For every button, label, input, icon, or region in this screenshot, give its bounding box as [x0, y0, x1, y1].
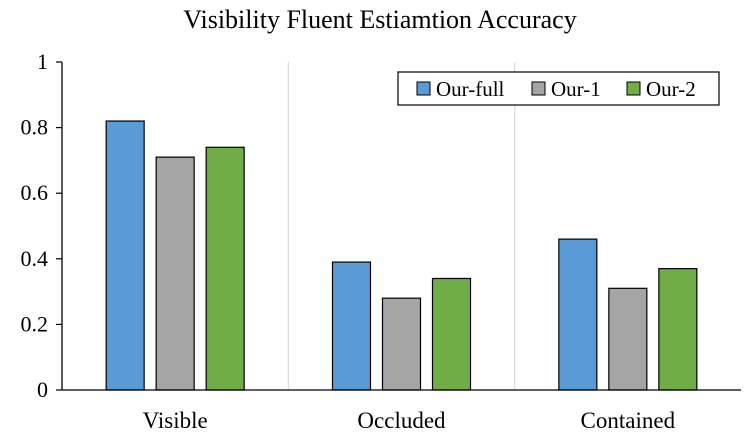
bar-our-1-contained — [608, 287, 648, 391]
bars — [105, 120, 698, 391]
y-tick-labels: 0 0.2 0.4 0.6 0.8 1 — [21, 49, 49, 402]
legend-label-our-full: Our-full — [436, 77, 505, 101]
bar-our-full-contained — [558, 238, 598, 391]
y-tick-label: 1 — [37, 49, 48, 74]
y-tick-label: 0.8 — [21, 115, 49, 140]
bar-our-full-visible — [105, 120, 145, 391]
bar-our-1-occluded — [381, 297, 422, 391]
bar-our-1-visible — [155, 156, 195, 391]
legend-label-our-1: Our-1 — [551, 77, 601, 101]
y-tick-label: 0.4 — [21, 246, 49, 271]
bar-our-full-occluded — [331, 261, 372, 391]
chart-title: Visibility Fluent Estiamtion Accuracy — [183, 5, 576, 34]
y-tick-label: 0.2 — [21, 311, 49, 336]
bar-our-2-visible — [205, 146, 245, 391]
x-category-label: Contained — [581, 408, 676, 433]
legend-box — [397, 71, 720, 106]
axes — [56, 61, 741, 391]
x-category-label: Visible — [143, 408, 208, 433]
bar-our-2-occluded — [431, 277, 472, 391]
y-tick-label: 0 — [37, 377, 48, 402]
legend-swatch-our-1 — [531, 81, 546, 96]
x-category-labels: Visible Occluded Contained — [143, 408, 676, 433]
legend: Our-full Our-1 Our-2 — [397, 71, 720, 106]
bar-our-2-contained — [658, 268, 698, 391]
legend-swatch-our-full — [416, 81, 431, 96]
legend-label-our-2: Our-2 — [646, 77, 696, 101]
gridlines — [287, 62, 516, 390]
y-tick-label: 0.6 — [21, 180, 49, 205]
x-category-label: Occluded — [357, 408, 446, 433]
legend-swatch-our-2 — [626, 81, 641, 96]
